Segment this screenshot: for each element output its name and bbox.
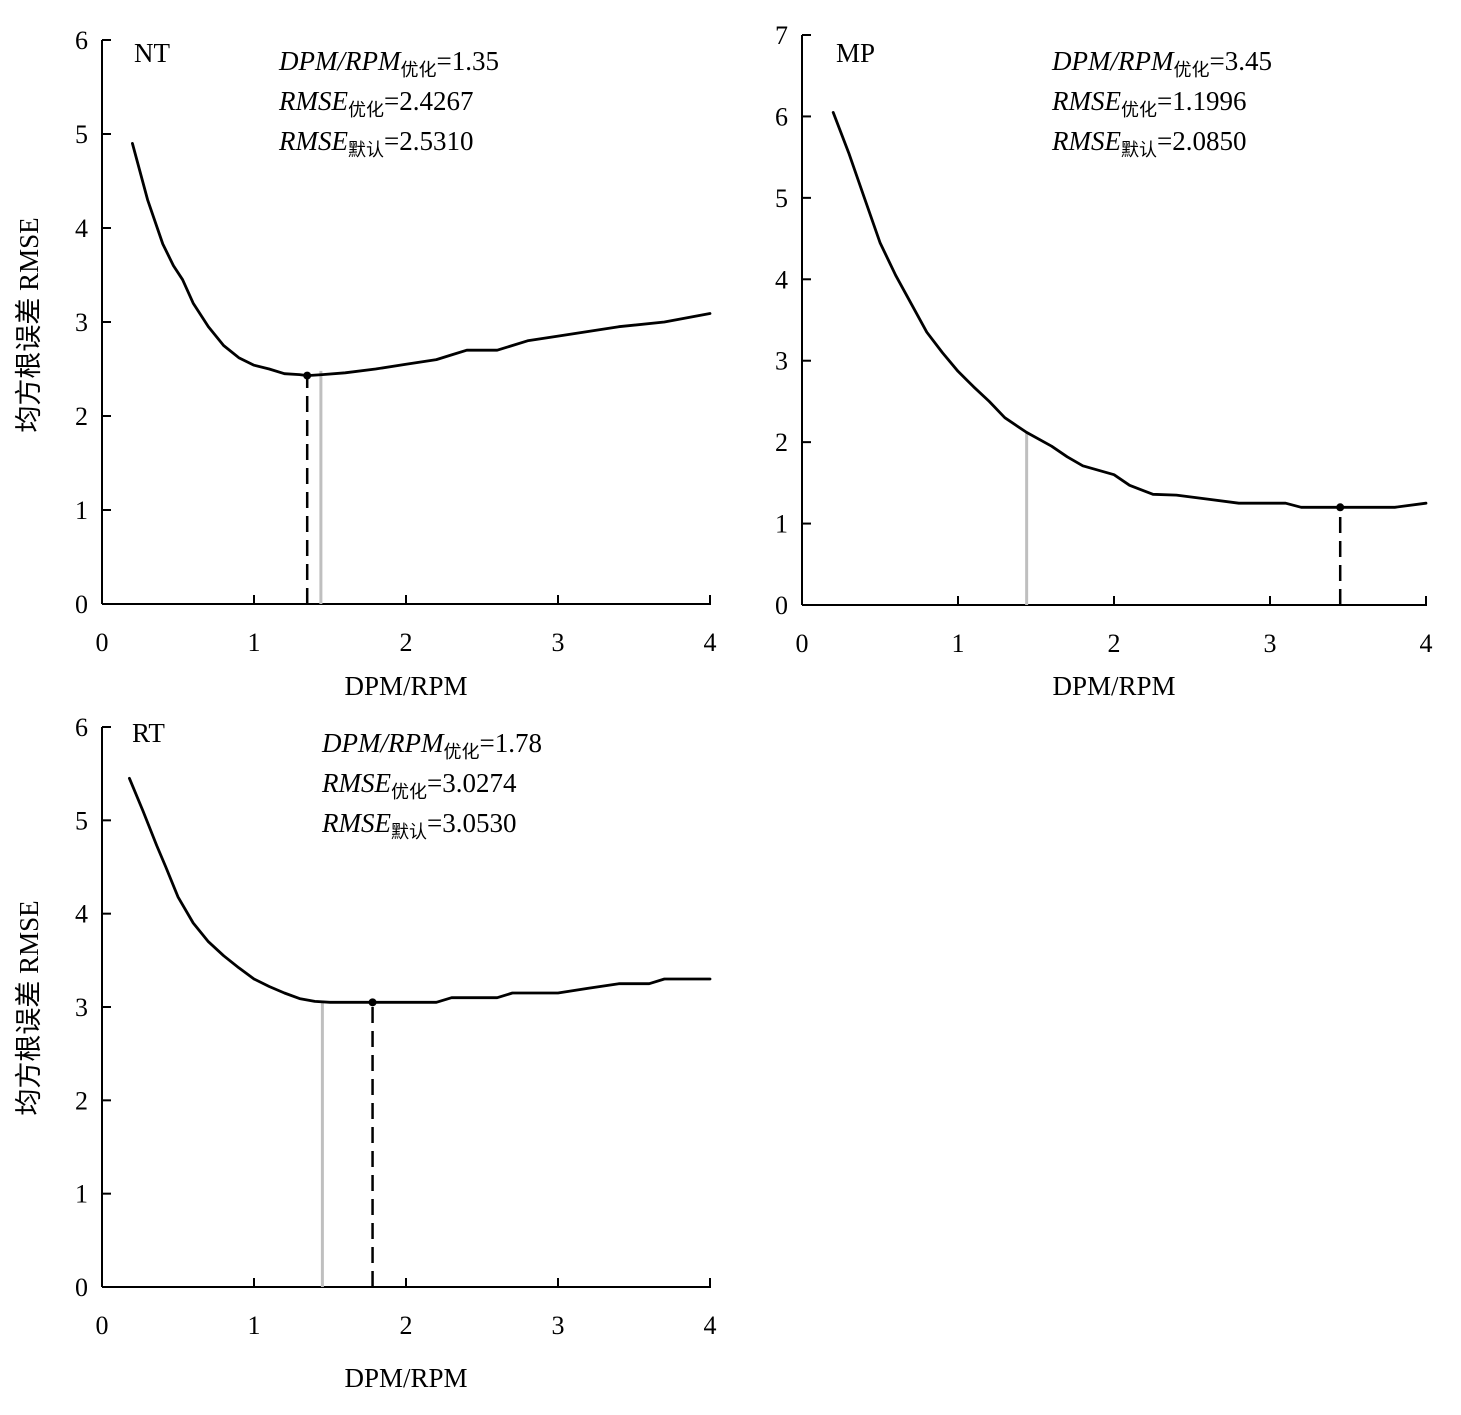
y-tick-label: 0 <box>75 1273 88 1302</box>
y-tick-label: 3 <box>75 308 88 337</box>
x-tick-label: 0 <box>96 1311 109 1340</box>
annotation-subscript: 默认 <box>1121 140 1157 160</box>
y-tick-label: 7 <box>775 21 788 50</box>
annotation-line: DPM/RPM优化=3.45 <box>1051 46 1272 80</box>
optimal-point <box>368 998 377 1007</box>
annotation-value: =3.0274 <box>427 768 517 798</box>
annotation-symbol: RMSE <box>278 126 348 156</box>
annotation-symbol: RMSE <box>321 808 391 838</box>
y-tick-label: 0 <box>75 590 88 619</box>
x-tick-label: 2 <box>400 628 413 657</box>
annotation-symbol: RMSE <box>1051 86 1121 116</box>
annotation-symbol: RMSE <box>278 86 348 116</box>
x-tick-label: 3 <box>552 628 565 657</box>
x-tick-label: 2 <box>1108 629 1121 658</box>
y-tick-label: 0 <box>775 591 788 620</box>
x-tick-label: 1 <box>952 629 965 658</box>
x-tick-label: 4 <box>704 628 717 657</box>
y-tick-label: 2 <box>75 1086 88 1115</box>
annotation-line: RMSE默认=3.0530 <box>321 808 516 842</box>
annotation-subscript: 优化 <box>348 100 384 120</box>
x-tick-label: 2 <box>400 1311 413 1340</box>
annotation-value: =3.45 <box>1209 46 1271 76</box>
annotation-value: =2.0850 <box>1157 126 1246 156</box>
x-axis-title: DPM/RPM <box>344 671 467 701</box>
rmse-curve <box>130 141 712 378</box>
y-tick-label: 4 <box>75 214 88 243</box>
annotation-subscript: 默认 <box>391 822 427 842</box>
y-axis-title: 均方根误差 RMSE <box>14 217 44 432</box>
x-tick-label: 1 <box>248 628 261 657</box>
y-tick-label: 2 <box>775 428 788 457</box>
y-tick-label: 1 <box>75 496 88 525</box>
y-tick-label: 4 <box>775 265 788 294</box>
annotation-symbol: DPM/RPM <box>1051 46 1175 76</box>
optimal-point <box>303 371 312 380</box>
y-axis-title: 均方根误差 RMSE <box>14 900 44 1115</box>
annotation-value: =2.5310 <box>384 126 473 156</box>
y-tick-label: 4 <box>75 900 88 929</box>
annotation-symbol: RMSE <box>1051 126 1121 156</box>
panel-label: MP <box>836 38 875 68</box>
y-tick-label: 6 <box>75 26 88 55</box>
annotation-value: =1.78 <box>479 728 541 758</box>
annotation-symbol: DPM/RPM <box>321 728 445 758</box>
annotation-subscript: 优化 <box>1121 100 1157 120</box>
x-tick-label: 4 <box>704 1311 717 1340</box>
annotation-line: RMSE优化=1.1996 <box>1051 86 1246 120</box>
rmse-curve <box>831 111 1428 509</box>
x-tick-label: 0 <box>96 628 109 657</box>
x-tick-label: 3 <box>552 1311 565 1340</box>
y-tick-label: 3 <box>775 347 788 376</box>
x-tick-label: 3 <box>1264 629 1277 658</box>
annotation-subscript: 优化 <box>391 782 427 802</box>
panel-label: NT <box>134 38 170 68</box>
annotation-value: =3.0530 <box>427 808 516 838</box>
annotation-value: =1.35 <box>436 46 498 76</box>
x-axis-title: DPM/RPM <box>1052 671 1175 701</box>
y-tick-label: 1 <box>75 1180 88 1209</box>
x-tick-label: 4 <box>1420 629 1433 658</box>
annotation-subscript: 优化 <box>443 742 479 762</box>
annotation-subscript: 优化 <box>400 60 436 80</box>
annotation-line: RMSE优化=2.4267 <box>278 86 473 120</box>
annotation-line: RMSE优化=3.0274 <box>321 768 517 802</box>
annotation-line: DPM/RPM优化=1.78 <box>321 728 542 762</box>
x-axis-title: DPM/RPM <box>344 1363 467 1393</box>
y-tick-label: 2 <box>75 402 88 431</box>
x-tick-label: 1 <box>248 1311 261 1340</box>
panel-label: RT <box>132 718 165 748</box>
x-tick-label: 0 <box>796 629 809 658</box>
annotation-line: DPM/RPM优化=1.35 <box>278 46 499 80</box>
annotation-value: =1.1996 <box>1157 86 1246 116</box>
y-tick-label: 5 <box>775 184 788 213</box>
annotation-value: =2.4267 <box>384 86 473 116</box>
y-tick-label: 6 <box>775 102 788 131</box>
y-tick-label: 6 <box>75 713 88 742</box>
annotation-symbol: DPM/RPM <box>278 46 402 76</box>
y-tick-label: 5 <box>75 120 88 149</box>
annotation-symbol: RMSE <box>321 768 391 798</box>
annotation-subscript: 优化 <box>1173 60 1209 80</box>
annotation-subscript: 默认 <box>348 140 384 160</box>
annotation-line: RMSE默认=2.5310 <box>278 126 473 160</box>
y-tick-label: 3 <box>75 993 88 1022</box>
optimal-point <box>1336 503 1345 512</box>
y-tick-label: 1 <box>775 510 788 539</box>
rmse-curve <box>127 776 712 1004</box>
y-tick-label: 5 <box>75 806 88 835</box>
annotation-line: RMSE默认=2.0850 <box>1051 126 1246 160</box>
